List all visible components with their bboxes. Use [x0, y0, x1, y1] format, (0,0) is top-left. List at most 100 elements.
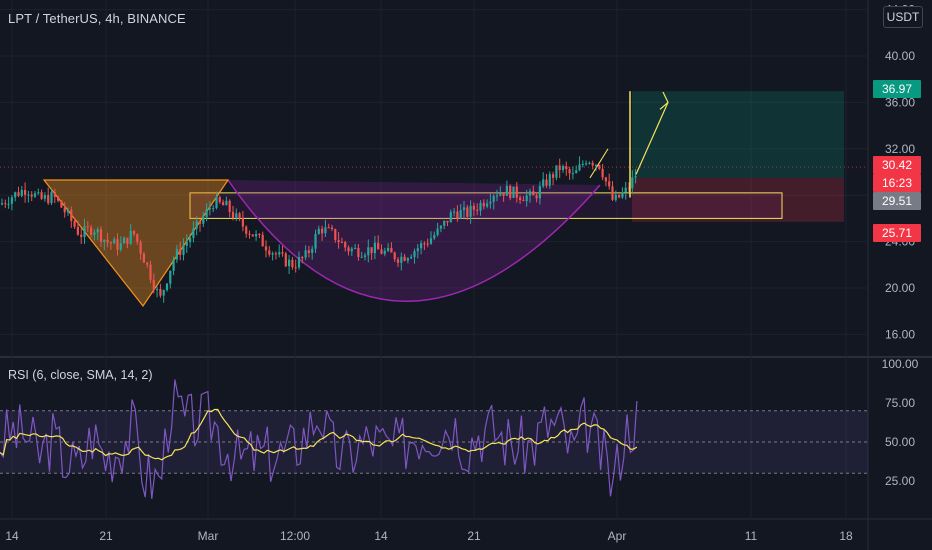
candle-body [571, 173, 574, 175]
candle-body [585, 163, 588, 165]
candle-body [50, 191, 53, 204]
candle-body [288, 259, 291, 267]
candle-body [400, 256, 403, 263]
candle-body [245, 226, 248, 234]
candle-body [555, 165, 558, 178]
time-axis-label: 12:00 [280, 529, 310, 543]
candle-body [202, 217, 205, 224]
candle-body [241, 218, 244, 227]
candle-body [63, 207, 66, 213]
candle-body [146, 262, 149, 265]
candle-body [367, 247, 370, 256]
candle-body [542, 179, 545, 187]
candle-body [575, 170, 578, 174]
candle-body [453, 211, 456, 213]
candle-body [113, 239, 116, 244]
candle-body [20, 190, 23, 196]
candle-body [578, 164, 581, 171]
candle-body [30, 194, 33, 197]
candle-body [218, 197, 221, 203]
candle-body [377, 242, 380, 250]
candle-body [83, 226, 86, 237]
candle-body [238, 213, 241, 219]
time-axis-label: Mar [198, 529, 219, 543]
candle-body [47, 195, 50, 204]
candle-body [90, 227, 93, 235]
candle-body [255, 233, 258, 237]
candle-body [360, 256, 363, 258]
candle-body [565, 166, 568, 170]
candle-body [548, 174, 551, 186]
time-axis-label: 18 [839, 529, 853, 543]
candle-body [165, 283, 169, 291]
price-tick-label: 40.00 [885, 49, 915, 63]
candle-body [179, 249, 182, 255]
candle-body [591, 162, 594, 166]
candle-body [528, 191, 532, 196]
candle-body [172, 259, 175, 271]
candle-body [410, 256, 413, 259]
candle-body [515, 186, 518, 198]
candle-body [208, 208, 211, 210]
candle-body [627, 187, 631, 189]
candle-body [429, 238, 433, 244]
candle-body [251, 234, 254, 237]
candle-body [631, 177, 634, 189]
candle-body [162, 290, 165, 296]
candle-body [456, 211, 459, 219]
candle-body [545, 179, 548, 186]
time-axis-label: 14 [5, 529, 19, 543]
candle-body [116, 239, 119, 250]
candle-body [10, 197, 13, 204]
candle-body [614, 194, 617, 200]
candle-body [304, 250, 307, 258]
candle-body [136, 234, 139, 243]
candle-body [337, 239, 340, 243]
triangle-pattern [42, 179, 230, 308]
rsi-indicator-title[interactable]: RSI (6, close, SMA, 14, 2) [8, 368, 153, 382]
candle-body [175, 249, 178, 260]
candle-body [462, 207, 466, 211]
candle-body [24, 190, 27, 195]
candle-body [436, 228, 439, 236]
candle-body [357, 247, 360, 257]
price-tag-16-23: 16:23 [873, 174, 921, 192]
price-tick-label: 36.00 [885, 95, 915, 109]
candle-body [334, 228, 337, 240]
candle-body [195, 221, 198, 229]
candle-body [317, 228, 320, 234]
currency-button[interactable]: USDT [883, 6, 923, 28]
candle-body [568, 169, 571, 174]
rsi-tick-label: 100.00 [882, 357, 919, 371]
candle-body [532, 191, 535, 196]
candle-body [472, 205, 475, 210]
candle-body [581, 163, 584, 165]
candle-body [235, 213, 238, 218]
candle-body [393, 252, 396, 260]
candle-body [264, 246, 268, 251]
candle-body [53, 191, 56, 197]
candle-body [604, 177, 607, 182]
candle-body [70, 210, 73, 222]
projection-arrow [635, 102, 669, 175]
candle-body [17, 192, 20, 196]
candle-body [538, 186, 541, 199]
candle-body [439, 225, 442, 229]
candle-body [476, 209, 479, 211]
candle-body [347, 247, 350, 252]
rsi-sma-line [0, 408, 638, 461]
candle-body [149, 264, 152, 280]
candle-body [307, 250, 310, 253]
candle-body [268, 250, 271, 255]
candle-body [33, 193, 37, 197]
arrow-head [659, 91, 669, 110]
time-axis-label: Apr [608, 529, 627, 543]
candle-body [169, 270, 172, 284]
candle-body [327, 227, 330, 229]
rsi-tick-label: 75.00 [885, 396, 915, 410]
candle-body [387, 247, 390, 251]
candle-body [4, 203, 7, 205]
candle-body [486, 203, 489, 207]
